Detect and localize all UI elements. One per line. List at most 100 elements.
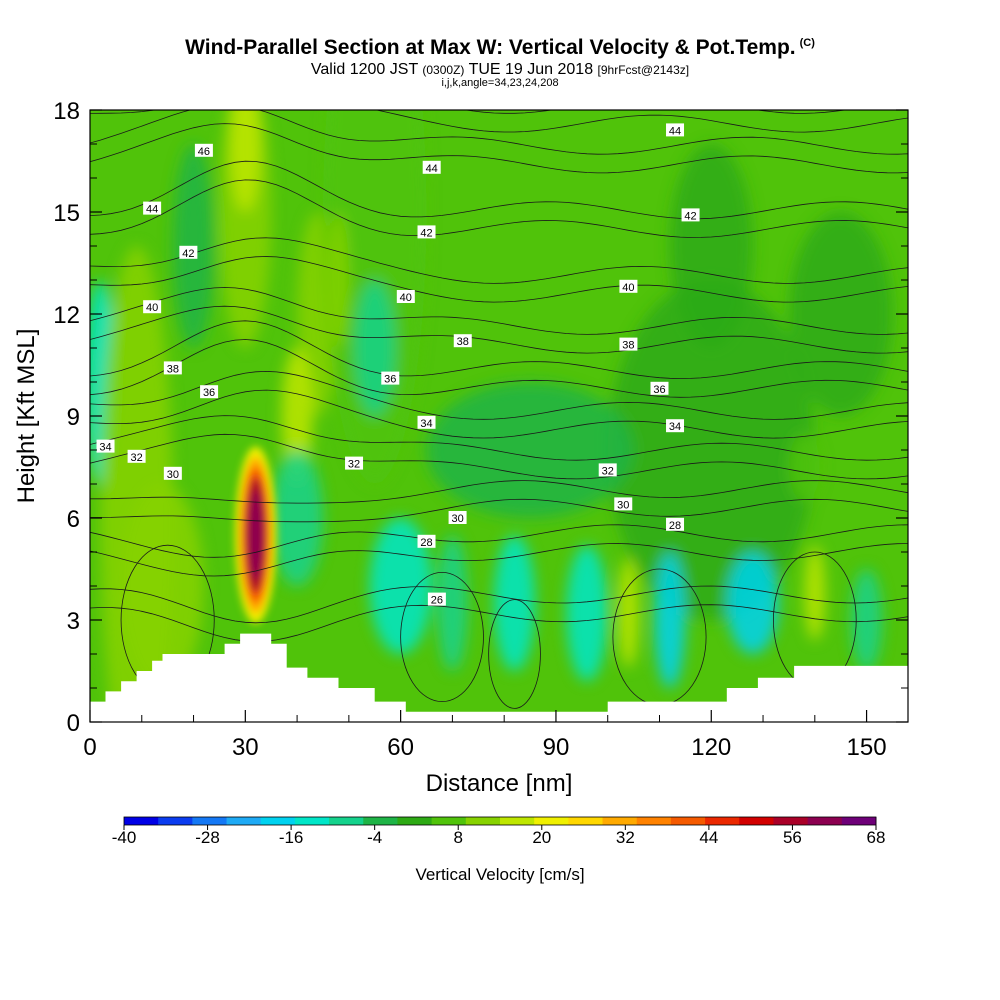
- contour-label-box: [666, 517, 685, 531]
- colorbar-label: Vertical Velocity [cm/s]: [415, 865, 584, 884]
- contour-label-text: 32: [348, 459, 360, 471]
- colorbar-swatch: [534, 817, 569, 825]
- colorbar-tick-label: -40: [112, 828, 137, 847]
- velocity-patch: [328, 212, 349, 348]
- isentrope-28: [90, 543, 908, 577]
- contour-label-box: [96, 439, 115, 453]
- colorbar-swatch: [192, 817, 228, 825]
- contour-label-text: 34: [420, 418, 432, 430]
- contour-label-text: 44: [669, 125, 681, 137]
- velocity-patch: [726, 552, 779, 654]
- contour-label-text: 30: [451, 513, 463, 525]
- colorbar-swatch: [773, 817, 809, 825]
- velocity-patch: [851, 569, 883, 671]
- contour-label-box: [681, 208, 700, 222]
- colorbar-swatch: [158, 817, 193, 825]
- contour-label-text: 30: [617, 499, 629, 511]
- isentrope-46: [463, 110, 848, 114]
- contour-label-box: [427, 592, 446, 606]
- contour-label: 40: [396, 290, 415, 304]
- colorbar-swatch: [636, 817, 672, 825]
- contour-label-text: 26: [431, 595, 443, 607]
- vertical-velocity-field: [90, 110, 908, 722]
- contour-label-box: [381, 371, 400, 385]
- colorbar-swatch: [602, 817, 638, 825]
- contour-label: 38: [619, 337, 638, 352]
- y-tick-label: 9: [67, 404, 80, 431]
- isentrope-34: [90, 389, 908, 439]
- y-tick-label: 18: [53, 98, 80, 125]
- colorbar-tick-label: 32: [616, 828, 635, 847]
- contour-label-box: [143, 201, 162, 215]
- contour-label-text: 44: [146, 204, 158, 216]
- contour-label-text: 32: [602, 465, 614, 477]
- colorbar-swatch: [329, 817, 364, 825]
- velocity-patch: [566, 545, 608, 682]
- contour-label: 32: [598, 463, 617, 477]
- contour-label-box: [179, 245, 198, 259]
- contour-label: 26: [427, 592, 446, 607]
- contour-label: 32: [127, 449, 146, 464]
- colorbar-swatch: [431, 817, 467, 825]
- contour-label: 42: [179, 245, 198, 260]
- y-tick-label: 3: [67, 608, 80, 635]
- contour-label: 30: [448, 511, 467, 525]
- contour-label-box: [143, 300, 162, 314]
- colorbar-tick-label: 8: [453, 828, 462, 847]
- colorbar-tick-label: 20: [532, 828, 551, 847]
- isentrope-42: [90, 160, 908, 220]
- velocity-patch: [121, 484, 204, 688]
- contour-label: 32: [345, 456, 364, 471]
- velocity-patch: [229, 110, 261, 212]
- contour-label-box: [417, 534, 436, 548]
- colorbar-swatch: [739, 817, 774, 825]
- x-tick-label: 0: [83, 734, 96, 761]
- updraft-core: [248, 490, 263, 580]
- velocity-patch: [654, 552, 686, 688]
- colorbar-swatch: [841, 817, 877, 825]
- velocity-patch: [804, 545, 826, 641]
- contour-label: 34: [666, 419, 685, 433]
- colorbar-tick-label: -4: [367, 828, 382, 847]
- isentrope-30: [90, 480, 908, 504]
- contour-label: 30: [163, 466, 182, 481]
- contour-label-box: [614, 497, 633, 511]
- y-tick-label: 0: [67, 710, 80, 737]
- x-axis: 0 30 60 90 120 150: [83, 710, 887, 761]
- potential-temperature-contours: [90, 110, 908, 709]
- contour-label-box: [666, 123, 685, 137]
- y-tick-label: 6: [67, 506, 80, 533]
- contour-label-text: 40: [400, 292, 412, 304]
- isentrope-32: [90, 433, 908, 480]
- x-axis-label: Distance [nm]: [426, 770, 573, 797]
- isentrope-46: [90, 110, 908, 133]
- contour-label-text: 36: [384, 374, 396, 386]
- y-axis-label: Height [Kft MSL]: [13, 329, 40, 504]
- colorbar-tick-label: -16: [279, 828, 304, 847]
- colorbar: -40 -28 -16 -4 8 20 32 44 56 68: [112, 816, 886, 847]
- isentrope-36: [90, 339, 908, 398]
- contour-label: 36: [200, 385, 219, 399]
- contour-label-box: [448, 511, 467, 524]
- contour-label-text: 36: [203, 387, 215, 399]
- x-tick-label: 30: [232, 734, 259, 761]
- contour-label: 34: [417, 415, 436, 430]
- isentrope-28: [90, 524, 908, 558]
- contour-label-box: [345, 456, 364, 470]
- contour-label: 42: [417, 225, 436, 239]
- contour-label: 42: [681, 208, 700, 222]
- contour-label-box: [396, 290, 415, 303]
- isentrope-34: [90, 370, 908, 420]
- isentrope-40: [90, 256, 908, 303]
- velocity-patch: [788, 212, 893, 416]
- contour-label: 36: [650, 381, 669, 396]
- copyright-mark: (C): [799, 37, 815, 49]
- colorbar-tick-label: 68: [867, 828, 886, 847]
- colorbar-swatch: [705, 817, 740, 825]
- contour-label-box: [163, 466, 182, 480]
- contour-label-text: 34: [669, 421, 681, 433]
- colorbar-swatch: [226, 817, 262, 825]
- velocity-patch: [271, 450, 323, 586]
